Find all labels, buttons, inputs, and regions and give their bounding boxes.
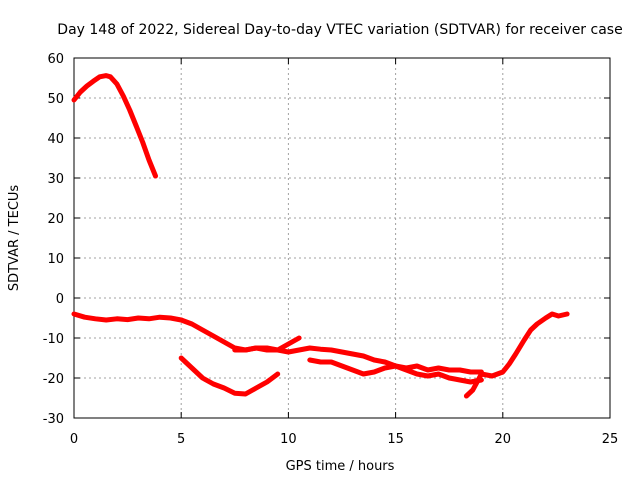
series-line-arc-7: [463, 311, 570, 399]
y-tick-label: 10: [47, 252, 64, 267]
x-tick-label: 10: [280, 432, 297, 447]
x-tick-label: 15: [387, 432, 404, 447]
y-tick-label: 50: [47, 92, 64, 107]
chart-title: Day 148 of 2022, Sidereal Day-to-day VTE…: [57, 22, 622, 38]
series-line-arc-4: [178, 355, 281, 397]
y-axis-ticks: -30 -20 -10 0 10 20 30 40 50 60: [43, 52, 610, 427]
y-tick-label: -30: [43, 412, 64, 427]
y-axis-label: SDTVAR / TECUs: [7, 185, 22, 292]
y-tick-label: -10: [43, 332, 64, 347]
grid: [74, 58, 610, 418]
x-tick-label: 0: [70, 432, 78, 447]
series-line-arc-6: [307, 357, 484, 385]
series-line-arc-3: [178, 317, 302, 353]
y-tick-label: 60: [47, 52, 64, 67]
y-tick-label: 40: [47, 132, 64, 147]
data-series: [71, 73, 570, 399]
y-tick-label: 20: [47, 212, 64, 227]
x-tick-label: 5: [177, 432, 185, 447]
y-tick-label: 30: [47, 172, 64, 187]
y-tick-label: 0: [56, 292, 64, 307]
x-tick-label: 25: [602, 432, 619, 447]
y-tick-label: -20: [43, 372, 64, 387]
series-line-arc-5: [232, 345, 484, 375]
series-line-arc-2: [71, 311, 184, 323]
plot-frame: [73, 57, 611, 419]
x-axis-ticks: 0 5 10 15 20 25: [70, 58, 618, 447]
x-tick-label: 20: [495, 432, 512, 447]
x-axis-label: GPS time / hours: [286, 459, 395, 474]
series-line-arc-1: [71, 73, 158, 179]
